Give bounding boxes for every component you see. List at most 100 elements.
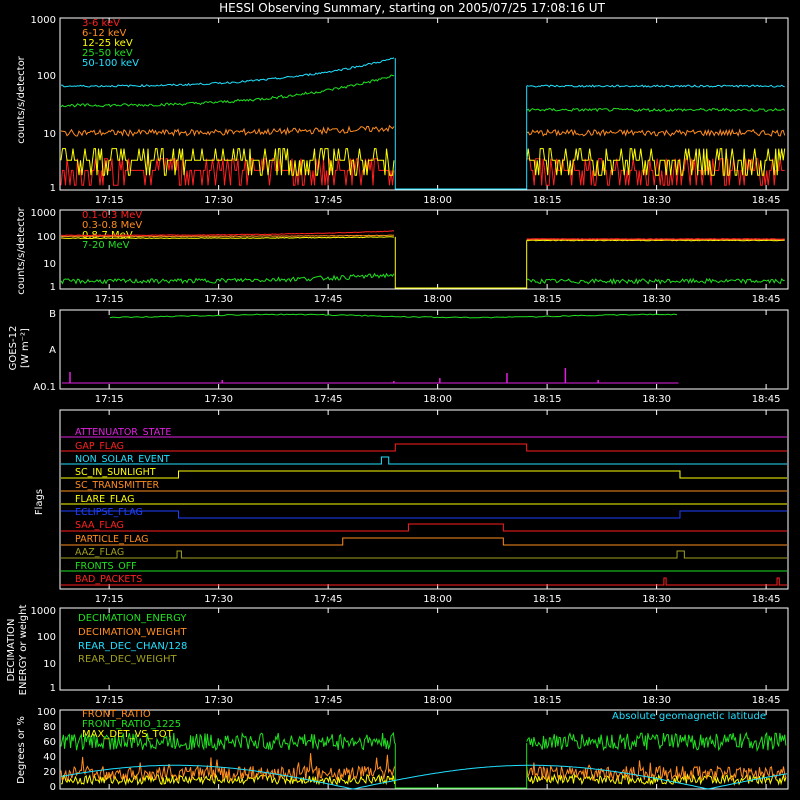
time-tick-label: 17:30 [204,594,233,605]
time-tick-label: 18:45 [752,294,781,305]
ratio-ytick: 40 [43,752,56,763]
time-tick-label: 17:45 [314,195,343,206]
decim-ylabel-1: DECIMATION [6,618,17,681]
gamma-data [60,230,785,289]
flag-line [61,470,787,479]
flag-aaz: AAZ_FLAG [75,547,124,558]
hxr-ylabel: counts/s/detector [16,55,27,143]
panel-frame [59,17,789,191]
series-front-ratio-1225 [60,731,787,752]
panel-frame [59,209,789,290]
panel-frame [59,309,789,390]
legend-decimation-energy: DECIMATION_ENERGY [78,613,187,624]
time-tick-label: 17:15 [95,394,124,405]
ratio-ylabel: Degrees or % [16,716,27,784]
flag-particle: PARTICLE_FLAG [75,534,148,545]
time-axis-labels: 17:15 17:30 17:45 18:00 18:15 18:30 18:45 17:15… [95,195,781,706]
time-tick-label: 18:15 [533,294,562,305]
flag-gap: GAP_FLAG [75,441,124,452]
ratio-yticks: 0 20 40 60 80 100 [37,707,56,793]
legend-max-det-vs-tot: MAX_DET_VS_TOT [82,729,174,740]
series-6-12kev [60,124,786,137]
ratio-legend: FRONT_RATIO FRONT_RATIO_1225 MAX_DET_VS_… [82,709,766,740]
time-tick-label: 17:15 [95,594,124,605]
series-0.8-7mev-gap [394,236,528,289]
time-tick-label: 18:00 [423,695,452,706]
time-tick-label: 17:45 [314,695,343,706]
flag-flare: FLARE_FLAG [75,494,135,505]
legend-geomagnetic-latitude: Absolute geomagnetic latitude [612,711,766,722]
time-tick-label: 17:30 [204,695,233,706]
hxr-ytick: 1000 [31,15,56,26]
time-tick-label: 18:30 [642,594,671,605]
time-tick-label: 18:45 [752,195,781,206]
flag-line [61,550,787,559]
hxr-yticks: 1 10 100 1000 [31,15,56,194]
chart-title: HESSI Observing Summary, starting on 200… [219,1,605,15]
time-tick-label: 18:15 [533,594,562,605]
legend-50-100kev: 50-100 keV [82,58,139,69]
time-tick-label: 18:00 [423,394,452,405]
time-tick-label: 18:45 [752,594,781,605]
hxr-data [60,57,786,190]
hxr-ytick: 10 [43,129,56,140]
ratio-data [60,731,788,790]
series-0.8-7mev [61,236,785,242]
decim-legend: DECIMATION_ENERGY DECIMATION_WEIGHT REAR… [78,613,187,665]
time-tick-label: 18:30 [642,695,671,706]
ratio-ytick: 20 [43,767,56,778]
time-tick-label: 17:15 [95,695,124,706]
hxr-ytick: 1 [50,183,56,194]
flag-line [61,577,787,586]
goes-ylabel-2: [W m⁻²] [20,328,31,368]
flag-line [61,523,787,532]
goes-ytick: A [49,345,56,356]
gamma-yticks: 1 10 100 1000 [31,208,56,293]
legend-25-50kev: 25-50 keV [82,48,133,59]
time-tick-label: 17:45 [314,594,343,605]
hxr-legend: 3-6 keV 6-12 keV 12-25 keV 25-50 keV 50-… [82,18,139,69]
time-tick-label: 17:45 [314,394,343,405]
gamma-ytick: 10 [43,259,56,270]
ratio-ytick: 0 [50,782,56,793]
legend-rear-dec-chan: REAR_DEC_CHAN/128 [78,641,187,652]
goes-long-channel [109,313,678,319]
series-front-ratio [60,753,787,782]
time-tick-label: 17:30 [204,394,233,405]
flag-sc-in-sunlight: SC_IN_SUNLIGHT [75,467,156,478]
time-tick-label: 17:15 [95,294,124,305]
panel-frame [59,709,789,790]
gamma-ytick: 1000 [31,208,56,219]
panel-frame [59,409,789,590]
time-tick-label: 17:15 [95,195,124,206]
legend-12-25kev: 12-25 keV [82,38,133,49]
series-max-det-vs-tot [60,772,787,787]
flags-labels: ATTENUATOR_STATE GAP_FLAG NON_SOLAR_EVEN… [75,427,171,585]
flags-ylabel: Flags [34,489,45,515]
decim-ytick: 10 [43,659,56,670]
decim-yticks: 1 10 100 1000 [31,606,56,694]
decim-ylabel-2: ENERGY or weight [18,605,29,696]
goes-ytick: B [49,309,56,320]
series-25-50kev [60,74,786,113]
legend-rear-dec-weight: REAR_DEC_WEIGHT [78,654,177,665]
legend-front-ratio: FRONT_RATIO [82,709,151,720]
time-tick-label: 18:15 [533,195,562,206]
flag-line [61,510,787,519]
time-tick-label: 17:30 [204,294,233,305]
flag-saa: SAA_FLAG [75,520,124,531]
goes-ylabel-1: GOES-12 [8,326,19,371]
gamma-ylabel: counts/s/detector [16,206,27,294]
ratio-ytick: 60 [43,737,56,748]
legend-front-ratio-1225: FRONT_RATIO_1225 [82,719,181,730]
flag-sc-transmitter: SC_TRANSMITTER [75,480,160,491]
flag-bad-packets: BAD_PACKETS [75,574,142,585]
legend-7-20mev: 7-20 MeV [82,240,130,251]
time-tick-label: 18:45 [752,394,781,405]
decim-ytick: 1 [50,683,56,694]
legend-decimation-weight: DECIMATION_WEIGHT [78,627,187,638]
time-tick-label: 18:30 [642,394,671,405]
series-geomagnetic-latitude [60,764,788,790]
panel-frame [59,607,789,691]
flag-attenuator-state: ATTENUATOR_STATE [75,427,171,438]
